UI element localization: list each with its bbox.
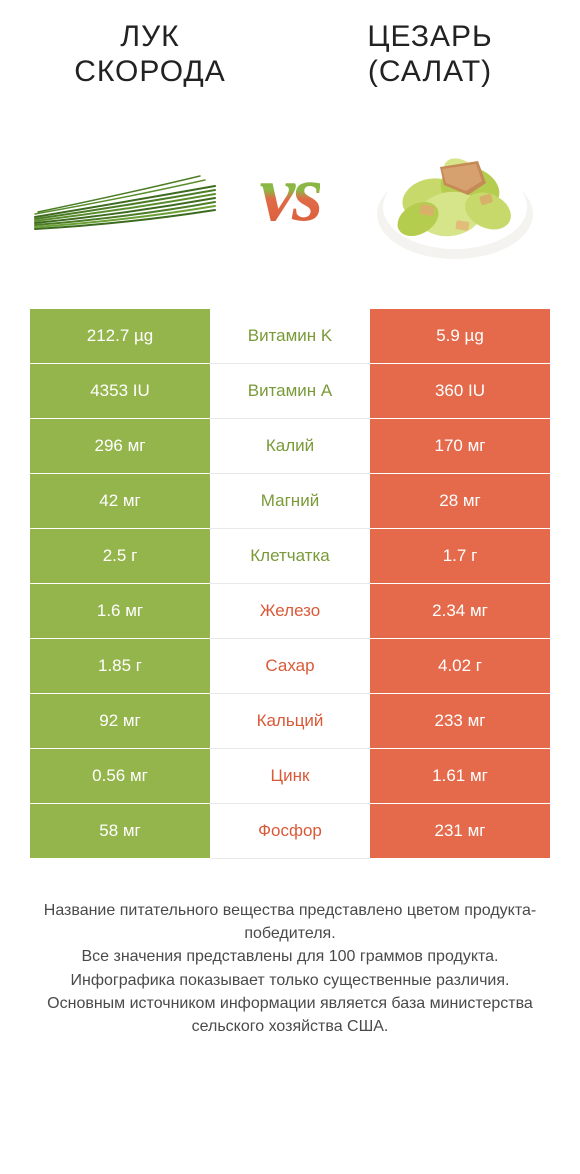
vs-label: vs xyxy=(260,149,321,240)
nutrient-name: Витамин K xyxy=(210,309,370,364)
left-value: 0.56 мг xyxy=(30,749,210,804)
right-value: 1.61 мг xyxy=(370,749,550,804)
nutrient-row: 58 мгФосфор231 мг xyxy=(30,804,550,859)
right-food-image xyxy=(360,119,550,269)
vs-row: vs xyxy=(0,99,580,299)
right-value: 5.9 µg xyxy=(370,309,550,364)
chives-icon xyxy=(30,154,220,234)
left-value: 4353 IU xyxy=(30,364,210,419)
left-value: 296 мг xyxy=(30,419,210,474)
salad-icon xyxy=(370,119,540,269)
footer-line: Инфографика показывает только существенн… xyxy=(30,969,550,992)
nutrient-row: 4353 IUВитамин A360 IU xyxy=(30,364,550,419)
nutrient-name: Кальций xyxy=(210,694,370,749)
nutrient-row: 1.6 мгЖелезо2.34 мг xyxy=(30,584,550,639)
comparison-table: 212.7 µgВитамин K5.9 µg4353 IUВитамин A3… xyxy=(30,309,550,859)
nutrient-row: 212.7 µgВитамин K5.9 µg xyxy=(30,309,550,364)
footer-note: Название питательного вещества представл… xyxy=(30,899,550,1038)
right-value: 28 мг xyxy=(370,474,550,529)
right-value: 4.02 г xyxy=(370,639,550,694)
nutrient-row: 2.5 гКлетчатка1.7 г xyxy=(30,529,550,584)
left-value: 42 мг xyxy=(30,474,210,529)
left-value: 92 мг xyxy=(30,694,210,749)
right-value: 170 мг xyxy=(370,419,550,474)
nutrient-name: Клетчатка xyxy=(210,529,370,584)
right-value: 231 мг xyxy=(370,804,550,859)
left-value: 58 мг xyxy=(30,804,210,859)
left-value: 2.5 г xyxy=(30,529,210,584)
nutrient-name: Витамин A xyxy=(210,364,370,419)
left-value: 1.85 г xyxy=(30,639,210,694)
nutrient-name: Фосфор xyxy=(210,804,370,859)
left-food-image xyxy=(30,119,220,269)
right-value: 2.34 мг xyxy=(370,584,550,639)
nutrient-name: Железо xyxy=(210,584,370,639)
left-value: 212.7 µg xyxy=(30,309,210,364)
nutrient-row: 42 мгМагний28 мг xyxy=(30,474,550,529)
nutrient-row: 92 мгКальций233 мг xyxy=(30,694,550,749)
right-value: 360 IU xyxy=(370,364,550,419)
footer-line: Основным источником информации является … xyxy=(30,992,550,1038)
nutrient-name: Калий xyxy=(210,419,370,474)
left-food-title: Лук скорода xyxy=(40,20,260,89)
title-row: Лук скорода Цезарь (салат) xyxy=(0,0,580,99)
nutrient-row: 296 мгКалий170 мг xyxy=(30,419,550,474)
nutrient-row: 1.85 гСахар4.02 г xyxy=(30,639,550,694)
right-value: 1.7 г xyxy=(370,529,550,584)
left-value: 1.6 мг xyxy=(30,584,210,639)
right-value: 233 мг xyxy=(370,694,550,749)
right-food-title: Цезарь (салат) xyxy=(320,20,540,89)
footer-line: Название питательного вещества представл… xyxy=(30,899,550,945)
nutrient-name: Магний xyxy=(210,474,370,529)
footer-line: Все значения представлены для 100 граммо… xyxy=(30,945,550,968)
nutrient-name: Сахар xyxy=(210,639,370,694)
nutrient-name: Цинк xyxy=(210,749,370,804)
nutrient-row: 0.56 мгЦинк1.61 мг xyxy=(30,749,550,804)
